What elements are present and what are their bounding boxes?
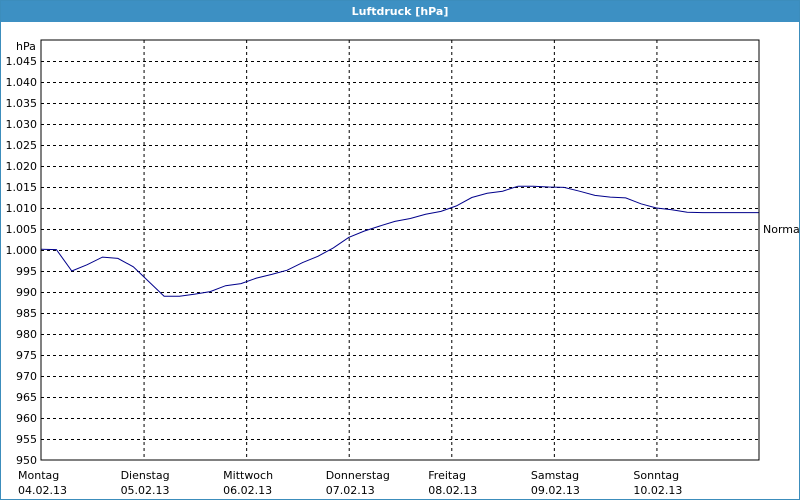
x-axis-ticks: Montag 04.02.13 Dienstag 05.02.13 Mittwoch 06… xyxy=(18,469,682,497)
y-tick-label: 1.020 xyxy=(6,160,38,173)
x-tick-date-label: 08.02.13 xyxy=(428,484,477,497)
y-tick-label: 995 xyxy=(16,265,37,278)
y-tick-label: 1.025 xyxy=(6,139,38,152)
y-tick-label: 1.030 xyxy=(6,118,38,131)
plot-area-border xyxy=(40,39,760,461)
y-tick-label: 950 xyxy=(16,454,37,467)
y-tick-label: 960 xyxy=(16,412,37,425)
normal-reference-label: Normal xyxy=(763,223,800,236)
x-tick-day-label: Donnerstag xyxy=(326,469,390,482)
y-tick-label: 1.015 xyxy=(6,181,38,194)
y-tick-label: 985 xyxy=(16,307,37,320)
y-tick-label: 970 xyxy=(16,370,37,383)
x-tick-day-label: Sonntag xyxy=(633,469,679,482)
y-axis-label: hPa xyxy=(16,40,36,53)
y-tick-label: 1.040 xyxy=(6,76,38,89)
x-tick-day-label: Mittwoch xyxy=(223,469,273,482)
y-tick-label: 1.010 xyxy=(6,202,38,215)
y-tick-label: 975 xyxy=(16,349,37,362)
x-tick-date-label: 04.02.13 xyxy=(18,484,67,497)
x-tick-date-label: 07.02.13 xyxy=(326,484,375,497)
x-tick-day-label: Freitag xyxy=(428,469,466,482)
y-tick-label: 965 xyxy=(16,391,37,404)
y-tick-label: 1.035 xyxy=(6,97,38,110)
x-tick-date-label: 06.02.13 xyxy=(223,484,272,497)
x-tick-day-label: Samstag xyxy=(531,469,579,482)
y-tick-label: 980 xyxy=(16,328,37,341)
y-tick-label: 990 xyxy=(16,286,37,299)
y-tick-label: 1.045 xyxy=(6,55,38,68)
x-tick-date-label: 05.02.13 xyxy=(121,484,170,497)
series-layer xyxy=(40,185,759,297)
y-tick-label: 955 xyxy=(16,433,37,446)
x-tick-date-label: 10.02.13 xyxy=(633,484,682,497)
y-axis-ticks: 950 955 960 965 970 975 980 985 990 995 1.000 1.005… xyxy=(6,55,38,467)
chart-title: Luftdruck [hPa] xyxy=(1,1,799,22)
x-tick-date-label: 09.02.13 xyxy=(531,484,580,497)
grid xyxy=(41,40,759,460)
pressure-series-line xyxy=(40,185,759,297)
x-tick-day-label: Dienstag xyxy=(121,469,170,482)
y-tick-label: 1.000 xyxy=(6,244,38,257)
y-tick-label: 1.005 xyxy=(6,223,38,236)
x-tick-day-label: Montag xyxy=(18,469,59,482)
